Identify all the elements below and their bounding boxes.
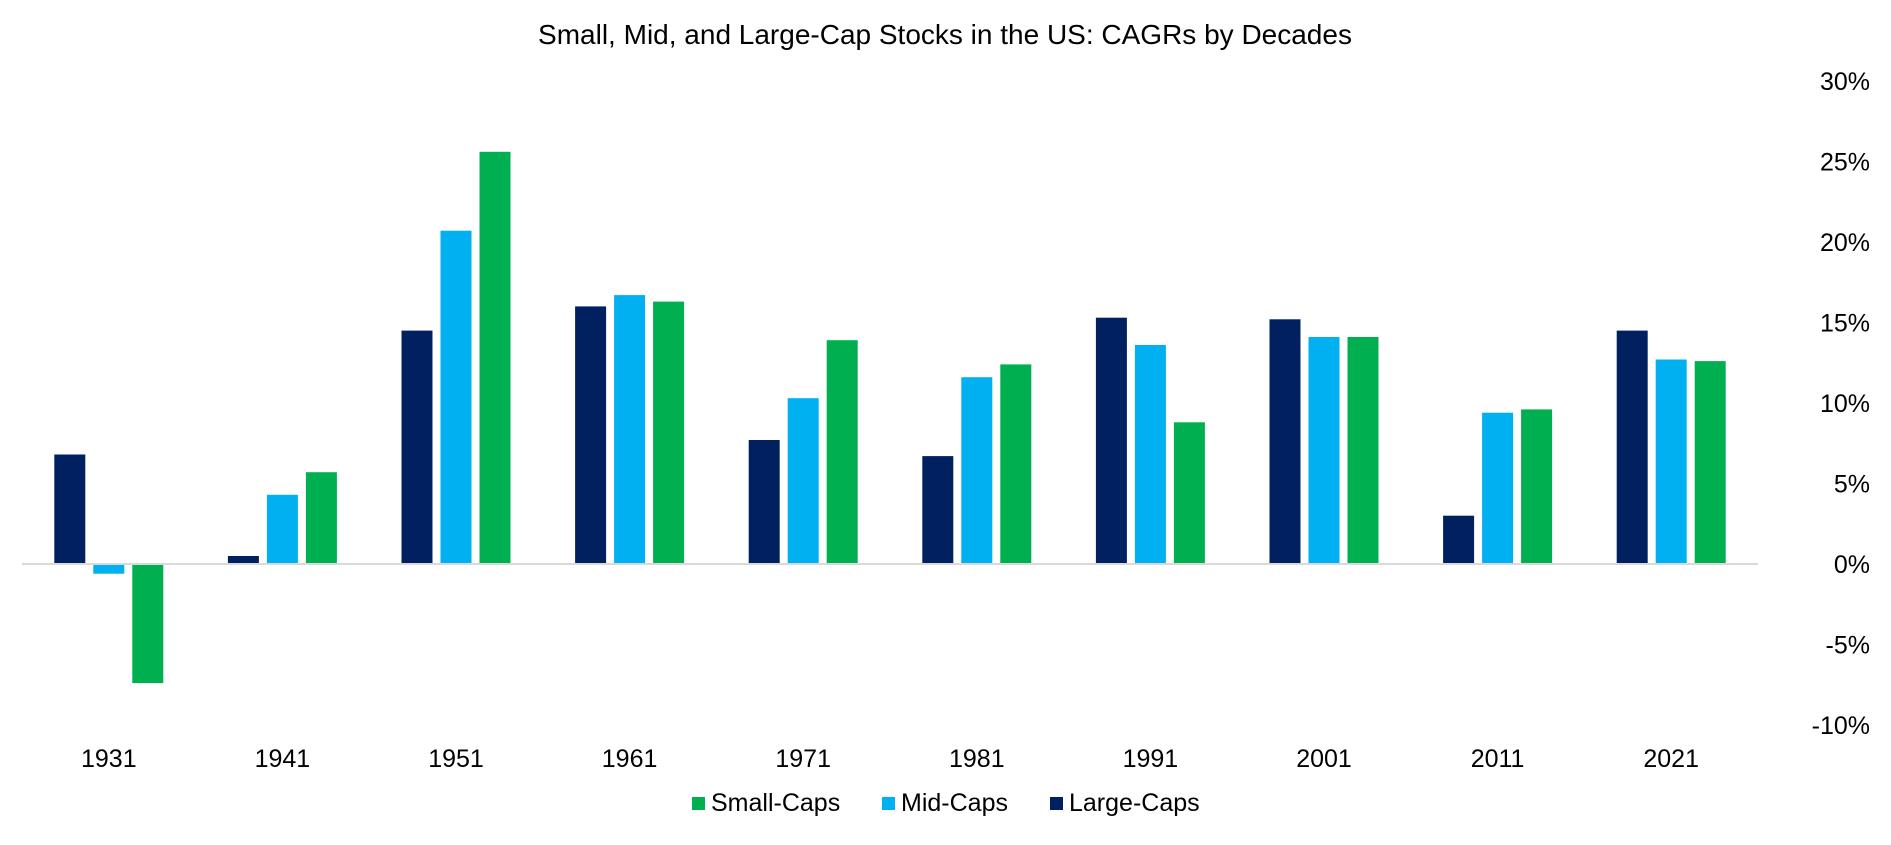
chart-title: Small, Mid, and Large-Cap Stocks in the … [538,19,1352,50]
bar-large-caps-2011 [1443,515,1475,564]
bar-mid-caps-1981 [961,377,993,564]
legend-swatch-large-caps [1050,797,1063,810]
bar-mid-caps-1991 [1134,345,1166,564]
y-tick-label: 5% [1834,471,1870,499]
x-tick-labels: 1931 1941 1951 1961 1971 1981 1991 2001 2011 2021 [81,745,1699,773]
x-tick-label-1971: 1971 [775,745,831,773]
x-tick-label-1951: 1951 [428,745,484,773]
x-tick-label-1991: 1991 [1123,745,1179,773]
x-tick-label-1931: 1931 [81,745,137,773]
bar-small-caps-2001 [1347,337,1379,564]
y-tick-labels: 30% 25% 20% 15% 10% 5% 0% -5% -10% [1812,68,1870,740]
bar-mid-caps-2021 [1655,359,1687,564]
bar-small-caps-1991 [1173,422,1205,564]
y-tick-label: 10% [1820,390,1870,418]
bar-large-caps-1931 [54,454,86,564]
x-tick-label-2011: 2011 [1471,745,1525,773]
y-tick-label: 30% [1820,68,1870,96]
bars-group [22,151,1758,684]
y-tick-label: 20% [1820,229,1870,257]
bar-mid-caps-1931 [93,564,125,574]
legend-label-small-caps: Small-Caps [711,789,840,817]
bar-small-caps-2021 [1694,361,1726,564]
x-tick-label-1941: 1941 [255,745,311,773]
x-tick-label-2021: 2021 [1643,745,1699,773]
bar-mid-caps-1971 [787,398,819,564]
y-tick-label: -10% [1812,712,1870,740]
bar-small-caps-1941 [305,472,337,564]
x-tick-label-1961: 1961 [602,745,658,773]
bar-large-caps-1941 [227,556,259,564]
legend-label-large-caps: Large-Caps [1069,789,1200,817]
bar-large-caps-1981 [922,456,954,564]
x-tick-label-2001: 2001 [1296,745,1352,773]
legend-label-mid-caps: Mid-Caps [901,789,1008,817]
bar-large-caps-2001 [1269,319,1301,564]
legend-swatch-small-caps [692,797,705,810]
bar-small-caps-1971 [826,340,858,564]
bar-mid-caps-1961 [614,295,646,564]
bar-mid-caps-1941 [266,494,298,564]
x-tick-label-1981: 1981 [949,745,1005,773]
y-tick-label: 0% [1834,551,1870,579]
bar-large-caps-1971 [748,440,780,564]
bar-small-caps-1951 [479,151,511,565]
y-tick-label: 25% [1820,149,1870,177]
y-tick-label: -5% [1826,632,1870,660]
bar-large-caps-1951 [401,330,433,564]
bar-large-caps-1961 [575,306,607,564]
legend: Small-Caps Mid-Caps Large-Caps [692,789,1200,817]
bar-mid-caps-1951 [440,230,472,564]
bar-small-caps-1961 [653,301,685,564]
bar-large-caps-2021 [1616,330,1648,564]
legend-swatch-mid-caps [882,797,895,810]
y-tick-label: 15% [1820,310,1870,338]
bar-small-caps-1931 [132,564,164,684]
bar-mid-caps-2001 [1308,337,1340,564]
bar-large-caps-1991 [1095,317,1127,564]
bar-small-caps-1981 [1000,364,1032,564]
bar-small-caps-2011 [1521,409,1553,564]
bar-mid-caps-2011 [1482,412,1514,564]
